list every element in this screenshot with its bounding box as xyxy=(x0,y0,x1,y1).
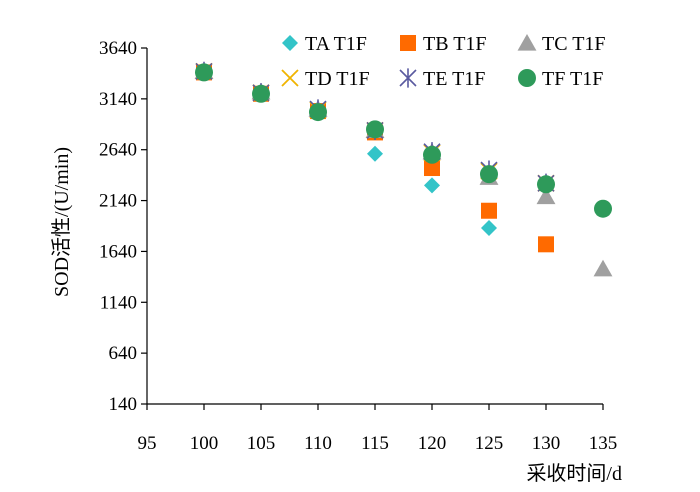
x-tick-label: 120 xyxy=(418,433,447,454)
data-point xyxy=(367,145,383,162)
x-tick-label: 130 xyxy=(532,433,561,454)
data-point xyxy=(593,259,613,277)
data-point xyxy=(480,165,498,184)
legend-label: TA T1F xyxy=(305,33,367,55)
legend-marker xyxy=(518,69,536,87)
x-tick-label: 135 xyxy=(589,433,618,454)
y-tick-label: 1640 xyxy=(99,241,137,262)
data-point xyxy=(195,63,213,82)
y-tick-label: 3640 xyxy=(99,38,137,59)
legend-item: TC T1F xyxy=(517,33,606,55)
y-ticks: 140 640 1140 1640 2140 2640 3140 3640 xyxy=(99,38,147,415)
legend-marker xyxy=(399,68,417,88)
x-tick-label: 105 xyxy=(247,433,276,454)
legend-item: TB T1F xyxy=(400,33,487,55)
y-tick-label: 1140 xyxy=(100,292,137,313)
data-point xyxy=(309,103,327,122)
y-tick-label: 2140 xyxy=(99,191,137,212)
legend-label: TC T1F xyxy=(542,33,606,55)
legend-marker xyxy=(400,35,416,51)
legend-label: TF T1F xyxy=(542,68,603,90)
series-ta-t1f xyxy=(196,64,497,237)
data-point xyxy=(252,84,270,103)
y-tick-label: 2640 xyxy=(99,140,137,161)
legend-item: TA T1F xyxy=(282,33,367,55)
data-point xyxy=(481,220,497,237)
y-tick-label: 640 xyxy=(109,343,138,364)
x-tick-label: 115 xyxy=(361,433,389,454)
data-point xyxy=(423,145,441,164)
data-point xyxy=(537,175,555,194)
x-tick-label: 100 xyxy=(190,433,219,454)
x-axis-title: 采收时间/d xyxy=(526,462,622,485)
legend-item: TE T1F xyxy=(399,68,485,90)
data-point xyxy=(366,120,384,139)
legend-item: TF T1F xyxy=(518,68,603,90)
data-marks xyxy=(194,61,613,277)
data-point xyxy=(481,202,497,219)
data-point xyxy=(424,177,440,194)
data-point xyxy=(424,160,440,177)
axes xyxy=(146,48,603,405)
y-axis-title: SOD活性/(U/min) xyxy=(50,147,73,297)
y-tick-label: 3140 xyxy=(99,89,137,110)
legend-marker xyxy=(282,35,298,51)
data-point xyxy=(538,236,554,253)
legend-marker xyxy=(517,34,537,51)
x-tick-label: 110 xyxy=(304,433,332,454)
series-tf-t1f xyxy=(195,63,612,218)
data-point xyxy=(594,199,612,218)
data-point xyxy=(536,187,556,205)
legend-marker xyxy=(281,69,299,87)
legend-label: TB T1F xyxy=(423,33,487,55)
x-tick-label: 125 xyxy=(475,433,504,454)
x-tick-label: 95 xyxy=(138,433,157,454)
legend: TA T1F TB T1F TC T1F TD T1F TE T1F TF T1F xyxy=(281,33,606,90)
legend-label: TE T1F xyxy=(423,68,485,90)
legend-item: TD T1F xyxy=(281,68,370,90)
x-ticks: 95 100 105 110 115 120 125 130 135 xyxy=(138,404,618,454)
y-tick-label: 140 xyxy=(109,394,138,415)
legend-label: TD T1F xyxy=(305,68,370,90)
